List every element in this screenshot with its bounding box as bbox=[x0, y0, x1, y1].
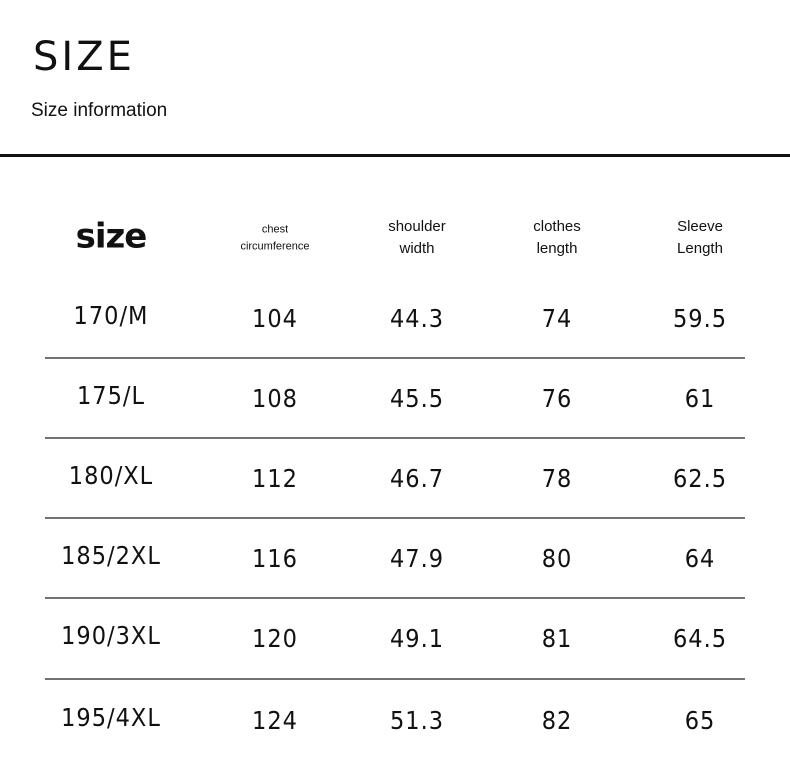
cell: 64 bbox=[685, 544, 716, 573]
cell: 80 bbox=[542, 544, 573, 573]
cell: 104 bbox=[252, 304, 298, 333]
column-header: circumference bbox=[240, 240, 309, 252]
cell: 64.5 bbox=[673, 624, 727, 653]
column-header: width bbox=[398, 240, 434, 257]
column-header: chest bbox=[262, 223, 288, 235]
cell: 74 bbox=[542, 304, 573, 333]
column-header: length bbox=[537, 240, 578, 257]
cell: 82 bbox=[542, 706, 573, 735]
title: SIZE bbox=[33, 34, 135, 80]
cell: 78 bbox=[542, 464, 573, 493]
cell: 76 bbox=[542, 384, 573, 413]
cell: 185/2XL bbox=[61, 541, 161, 570]
cell: 47.9 bbox=[390, 544, 444, 573]
cell: 81 bbox=[542, 624, 573, 653]
cell: 61 bbox=[685, 384, 716, 413]
column-header: Length bbox=[677, 240, 723, 257]
cell: 108 bbox=[252, 384, 298, 413]
cell: 116 bbox=[252, 544, 298, 573]
cell: 46.7 bbox=[390, 464, 444, 493]
cell: 45.5 bbox=[390, 384, 444, 413]
cell: 195/4XL bbox=[61, 703, 161, 732]
cell: 59.5 bbox=[673, 304, 727, 333]
cell: 180/XL bbox=[69, 461, 153, 490]
cell: 175/L bbox=[77, 381, 145, 410]
column-header: clothes bbox=[533, 218, 581, 235]
cell: 170/M bbox=[74, 301, 149, 330]
column-header: size bbox=[76, 217, 147, 257]
cell: 112 bbox=[252, 464, 298, 493]
subtitle: Size information bbox=[31, 100, 167, 121]
cell: 51.3 bbox=[390, 706, 444, 735]
column-header: shoulder bbox=[388, 218, 446, 235]
cell: 190/3XL bbox=[61, 621, 161, 650]
cell: 120 bbox=[252, 624, 298, 653]
column-header: Sleeve bbox=[677, 218, 723, 235]
cell: 65 bbox=[685, 706, 716, 735]
cell: 44.3 bbox=[390, 304, 444, 333]
cell: 62.5 bbox=[673, 464, 727, 493]
cell: 124 bbox=[252, 706, 298, 735]
cell: 49.1 bbox=[390, 624, 444, 653]
